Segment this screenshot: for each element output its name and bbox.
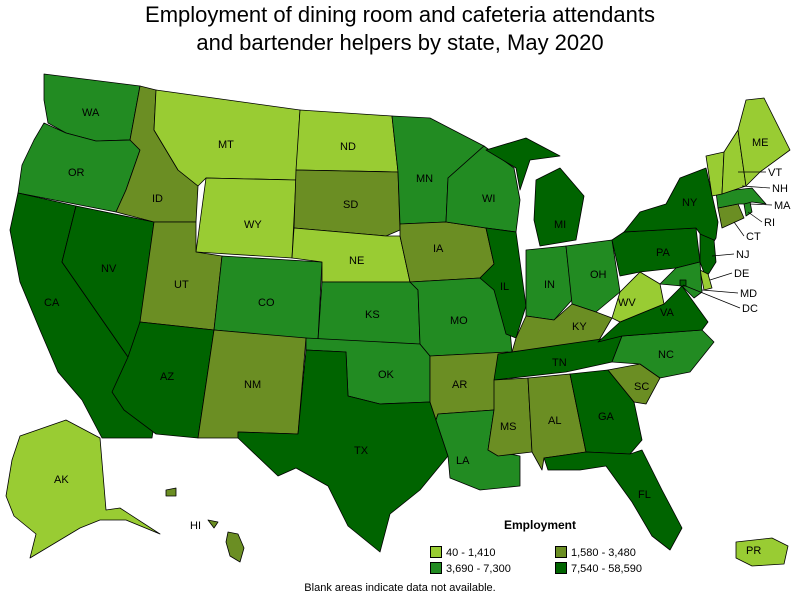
state-label-KY: KY	[572, 321, 587, 333]
state-SD[interactable]	[293, 169, 401, 237]
leader-line-4	[747, 211, 763, 223]
state-label-PR: PR	[746, 545, 761, 557]
state-label-MO: MO	[450, 315, 468, 327]
state-OH[interactable]	[565, 239, 621, 313]
state-label-WY: WY	[244, 219, 262, 231]
state-label-RI: RI	[764, 217, 775, 229]
state-label-IA: IA	[433, 243, 444, 255]
state-TX[interactable]	[237, 349, 449, 553]
state-label-NH: NH	[772, 183, 788, 195]
state-label-FL: FL	[638, 489, 651, 501]
state-label-HI: HI	[190, 520, 201, 532]
state-label-NY: NY	[682, 197, 698, 209]
state-SC[interactable]	[607, 363, 661, 405]
state-label-CT: CT	[746, 231, 761, 243]
state-IN[interactable]	[525, 245, 573, 321]
state-label-DE: DE	[734, 268, 749, 280]
state-label-MS: MS	[500, 421, 517, 433]
state-MS[interactable]	[487, 377, 533, 457]
state-label-GA: GA	[598, 411, 615, 423]
state-label-CA: CA	[44, 297, 60, 309]
leader-line-3	[749, 203, 773, 206]
state-IA[interactable]	[399, 221, 495, 283]
state-label-ND: ND	[340, 141, 356, 153]
state-WY[interactable]	[195, 177, 297, 259]
state-label-MT: MT	[218, 139, 234, 151]
state-label-NV: NV	[101, 263, 117, 275]
state-label-MD: MD	[740, 288, 757, 300]
state-label-KS: KS	[365, 309, 380, 321]
state-label-UT: UT	[174, 279, 189, 291]
legend-swatch-2	[555, 546, 567, 558]
state-label-ID: ID	[152, 193, 163, 205]
state-label-CO: CO	[258, 297, 275, 309]
state-label-PA: PA	[656, 247, 671, 259]
state-AK[interactable]	[5, 419, 161, 559]
state-label-TN: TN	[552, 357, 567, 369]
state-label-WI: WI	[482, 193, 495, 205]
state-PR[interactable]	[735, 537, 789, 567]
state-NJ[interactable]	[699, 233, 717, 279]
state-label-VA: VA	[660, 307, 675, 319]
legend-label-1: 40 - 1,410	[446, 547, 496, 559]
state-label-NC: NC	[658, 349, 674, 361]
state-label-IN: IN	[544, 279, 555, 291]
map-title-line-2: and bartender helpers by state, May 2020	[196, 30, 604, 55]
legend-label-2: 1,580 - 3,480	[571, 547, 636, 559]
state-label-OK: OK	[378, 369, 395, 381]
leader-line-8	[701, 289, 739, 294]
state-DC[interactable]	[679, 279, 687, 287]
legend-item-1: 40 - 1,410	[430, 546, 496, 559]
state-label-ME: ME	[752, 137, 769, 149]
state-label-TX: TX	[354, 445, 369, 457]
state-label-OH: OH	[590, 269, 607, 281]
state-MA[interactable]	[715, 187, 767, 209]
leader-line-6	[711, 253, 735, 257]
state-label-AZ: AZ	[160, 371, 174, 383]
legend-swatch-3	[430, 562, 442, 574]
state-label-WA: WA	[82, 107, 100, 119]
state-label-NM: NM	[244, 379, 261, 391]
state-label-VT: VT	[768, 167, 782, 179]
state-label-MN: MN	[416, 173, 433, 185]
data-availability-note: Blank areas indicate data not available.	[304, 582, 496, 594]
state-HI[interactable]	[165, 487, 245, 563]
leader-line-2	[741, 185, 771, 189]
state-DE[interactable]	[699, 269, 713, 291]
legend-title: Employment	[504, 518, 577, 532]
state-label-NJ: NJ	[736, 249, 749, 261]
legend-item-4: 7,540 - 58,590	[555, 562, 642, 575]
legend-item-3: 3,690 - 7,300	[430, 562, 511, 575]
state-label-OR: OR	[68, 167, 85, 179]
state-label-AK: AK	[54, 474, 69, 486]
state-label-SC: SC	[634, 381, 649, 393]
state-label-NE: NE	[349, 255, 364, 267]
legend-label-4: 7,540 - 58,590	[571, 563, 642, 575]
state-label-WV: WV	[618, 297, 636, 309]
state-label-SD: SD	[343, 199, 358, 211]
state-label-MA: MA	[774, 200, 791, 212]
state-label-DC: DC	[742, 303, 758, 315]
map-title-line-1: Employment of dining room and cafeteria …	[145, 2, 655, 27]
legend-swatch-1	[430, 546, 442, 558]
state-label-AR: AR	[452, 379, 467, 391]
leader-line-7	[709, 272, 733, 281]
state-FL[interactable]	[543, 449, 683, 551]
legend-swatch-4	[555, 562, 567, 574]
legend-item-2: 1,580 - 3,480	[555, 546, 636, 559]
state-label-LA: LA	[456, 455, 470, 467]
state-label-AL: AL	[548, 415, 561, 427]
state-MI[interactable]	[485, 137, 585, 247]
state-label-IL: IL	[500, 281, 509, 293]
leader-line-9	[682, 284, 741, 309]
state-IL[interactable]	[479, 227, 527, 339]
state-label-MI: MI	[554, 219, 566, 231]
legend-label-3: 3,690 - 7,300	[446, 563, 511, 575]
leader-line-5	[733, 221, 745, 237]
